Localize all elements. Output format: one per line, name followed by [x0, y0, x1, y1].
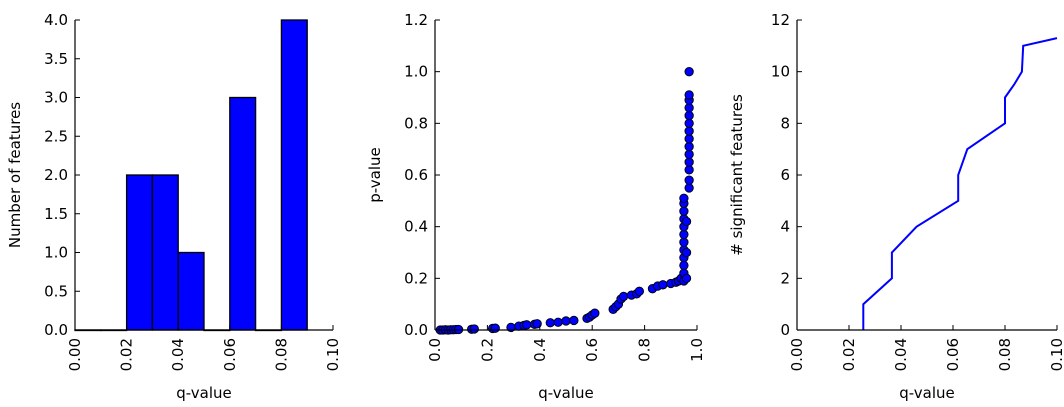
- scatter-point: [522, 320, 532, 330]
- scatter-point: [553, 317, 563, 327]
- y-tick-label: 2: [780, 269, 790, 287]
- y-axis-label: p-value: [366, 147, 384, 203]
- y-tick-label: 10: [771, 63, 790, 81]
- y-tick-label: 6: [780, 166, 790, 184]
- scatter-point: [684, 157, 694, 167]
- y-tick-label: 1.5: [44, 205, 68, 223]
- scatter-point: [681, 216, 692, 227]
- y-tick-label: 0.8: [404, 114, 428, 132]
- x-tick-label: 0.4: [531, 338, 549, 362]
- y-tick-label: 0.6: [404, 166, 428, 184]
- x-tick-label: 0.00: [788, 338, 806, 371]
- x-tick-label: 0.02: [840, 338, 858, 371]
- y-tick-label: 0.0: [44, 321, 68, 339]
- cumulative-line-panel: 0.00 0.02 0.04 0.06 0.08 0.10 0 2 4 6 8 10 12 q-value…: [728, 11, 1064, 402]
- y-axis-label: # significant features: [728, 94, 746, 256]
- scatter-point: [681, 273, 692, 283]
- x-tick-label: 0.04: [169, 338, 187, 371]
- y-tick-label: 8: [780, 114, 790, 132]
- y-tick-label: 4: [780, 218, 790, 236]
- scatter-point: [684, 149, 694, 159]
- scatter-point: [684, 126, 694, 136]
- scatter-point: [490, 323, 500, 333]
- x-tick-label: 0.08: [272, 338, 290, 371]
- scatter-point: [634, 286, 645, 296]
- y-tick-label: 2.0: [44, 166, 68, 184]
- histogram-bar: [125, 174, 154, 331]
- scatter-point: [684, 134, 694, 144]
- x-tick-label: 1.0: [688, 338, 706, 362]
- scatter-point: [561, 316, 571, 326]
- x-tick-label: 0.2: [478, 338, 496, 362]
- scatter-point: [545, 318, 555, 328]
- x-tick-label: 0.0: [426, 338, 444, 362]
- scatter-point: [590, 308, 600, 318]
- scatter-point: [469, 324, 479, 334]
- scatter-point: [684, 141, 694, 152]
- scatter-point: [684, 183, 694, 193]
- x-tick-label: 0.04: [892, 338, 910, 371]
- x-tick-label: 0.06: [221, 338, 239, 371]
- scatter-point: [658, 280, 668, 290]
- histogram-bar: [177, 251, 205, 331]
- y-tick-label: 1.0: [404, 63, 428, 81]
- scatter-point: [684, 118, 694, 128]
- scatter-point: [679, 193, 689, 203]
- y-tick-label: 0.5: [44, 282, 68, 300]
- scatter-panel: 0.0 0.2 0.4 0.6 0.8 1.0 0.0 0.2 0.4 0.6 0.8 1.0 1.2 q…: [366, 11, 706, 402]
- y-tick-label: 0.4: [404, 218, 428, 236]
- x-tick-label: 0.02: [118, 338, 136, 371]
- y-tick-label: 3.5: [44, 50, 68, 68]
- x-tick-label: 0.10: [1048, 338, 1064, 371]
- scatter-point: [679, 237, 689, 247]
- histogram-bar: [229, 96, 257, 331]
- x-axis-label: q-value: [538, 384, 594, 402]
- scatter-point: [684, 110, 694, 121]
- scatter-point: [684, 90, 694, 100]
- histogram-bar: [280, 19, 308, 331]
- x-tick-label: 0.06: [944, 338, 962, 371]
- scatter-point: [532, 319, 542, 329]
- x-axis-label: q-value: [176, 384, 232, 402]
- y-tick-label: 12: [771, 11, 790, 29]
- x-tick-label: 0.08: [996, 338, 1014, 371]
- histogram-panel: 0.00 0.02 0.04 0.06 0.08 0.10 0.0 0.5 1.0 1.5 2.0 2…: [6, 11, 342, 402]
- histogram-bar: [151, 174, 179, 331]
- scatter-point: [684, 165, 694, 175]
- scatter-point: [684, 103, 694, 113]
- scatter-point: [618, 291, 629, 302]
- scatter-point: [569, 315, 579, 326]
- x-tick-label: 0.8: [636, 338, 654, 362]
- y-axis-label: Number of features: [6, 102, 24, 248]
- series-line: [862, 37, 1058, 330]
- y-tick-label: 0.0: [404, 321, 428, 339]
- y-tick-label: 2.5: [44, 127, 68, 145]
- y-tick-label: 3.0: [44, 89, 68, 107]
- y-tick-label: 4.0: [44, 11, 68, 29]
- y-tick-label: 0: [780, 321, 790, 339]
- x-tick-label: 0.00: [66, 338, 84, 371]
- y-tick-label: 1.2: [404, 11, 428, 29]
- x-tick-label: 0.6: [583, 338, 601, 362]
- y-tick-label: 1.0: [44, 244, 68, 262]
- x-tick-label: 0.10: [324, 338, 342, 371]
- scatter-point: [681, 247, 692, 258]
- scatter-point: [684, 175, 694, 185]
- scatter-point: [679, 229, 689, 240]
- scatter-point: [684, 67, 694, 77]
- scatter-point: [679, 260, 689, 271]
- x-axis-label: q-value: [899, 384, 955, 402]
- y-tick-label: 0.2: [404, 269, 428, 287]
- scatter-point: [679, 206, 689, 216]
